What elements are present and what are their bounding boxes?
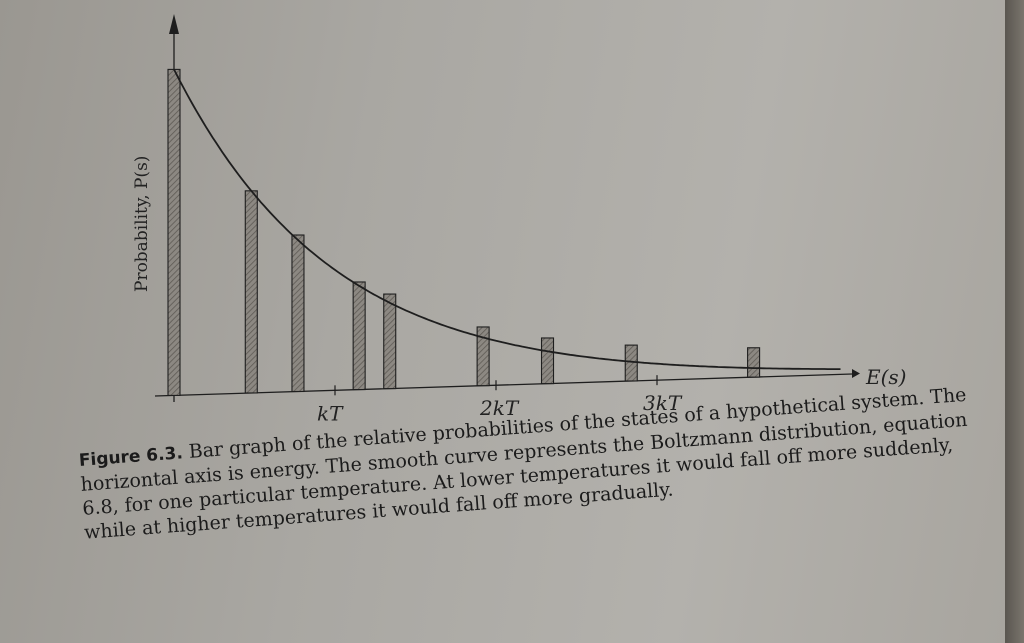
bar: [383, 293, 397, 390]
bar: [167, 68, 181, 396]
bar: [624, 344, 638, 382]
y-axis-label: Probability, P(s): [132, 156, 152, 292]
x-tick-label: 2kT: [479, 396, 520, 420]
bar: [291, 234, 305, 393]
x-axis-arrow: [852, 369, 860, 378]
bar: [747, 347, 761, 378]
bar: [244, 190, 258, 394]
bar: [540, 337, 555, 385]
x-tick-label: 3kT: [643, 391, 683, 415]
page-edge-shadow: [1005, 0, 1024, 643]
x-ticks: kT 2kT 3kT: [317, 375, 683, 425]
x-tick-label: kT: [317, 401, 344, 425]
curve-group: [173, 68, 841, 370]
bar: [352, 281, 366, 391]
boltzmann-curve: [173, 68, 841, 370]
bars-group: [167, 68, 761, 396]
axis-labels: Probability, P(s) E(s): [132, 156, 906, 389]
x-axis-line: [154, 373, 853, 397]
y-axis-arrow: [169, 14, 179, 34]
bar: [476, 326, 490, 387]
x-axis-label: E(s): [865, 365, 906, 389]
